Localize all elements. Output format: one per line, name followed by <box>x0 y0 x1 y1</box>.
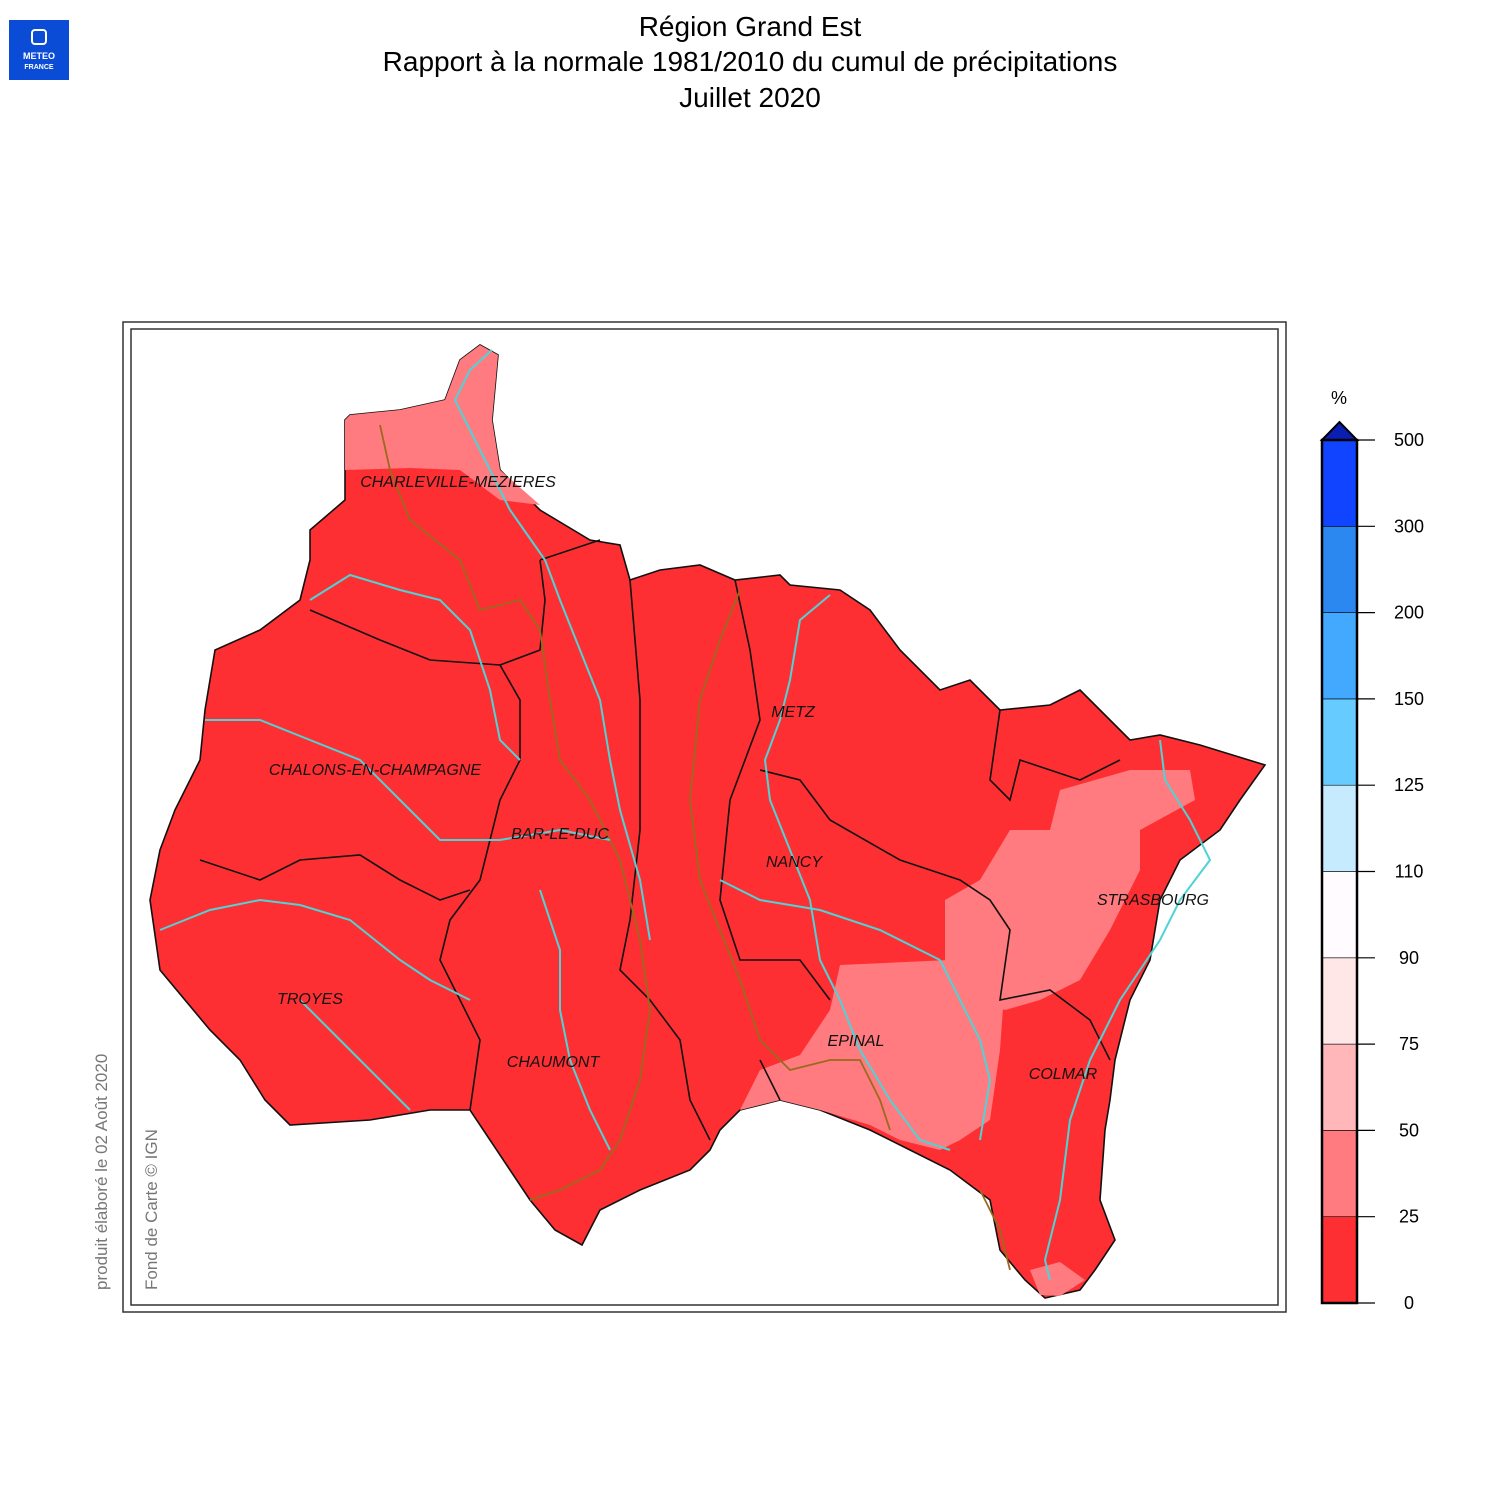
legend-bin <box>1321 1130 1358 1218</box>
city-label: CHAUMONT <box>507 1054 601 1071</box>
logo-text: METEO <box>23 51 55 61</box>
frame <box>130 328 1279 1306</box>
legend-bin <box>1321 871 1358 959</box>
legend-bin <box>1321 612 1358 700</box>
legend-tick-label: 200 <box>1394 603 1424 623</box>
title: Région Grand Est <box>639 11 862 42</box>
legend-bin <box>1321 784 1358 872</box>
city-label: NANCY <box>766 854 823 871</box>
legend-unit: % <box>1331 388 1347 408</box>
zone-25-50 <box>1030 1262 1085 1296</box>
logo-text: FRANCE <box>24 64 53 71</box>
river <box>159 349 1212 1281</box>
zone-25-50 <box>740 960 1005 1150</box>
legend-tick-label: 75 <box>1399 1034 1419 1054</box>
legend-tick-label: 50 <box>1399 1120 1419 1140</box>
map: CHARLEVILLE-MEZIERES CHALONS-EN-CHAMPAGN… <box>149 344 1267 1299</box>
logo-icon <box>31 29 47 45</box>
city-label: COLMAR <box>1029 1066 1098 1083</box>
city-label: STRASBOURG <box>1097 892 1209 909</box>
department-border <box>199 539 1121 1141</box>
legend-tick-label: 90 <box>1399 948 1419 968</box>
city-label: METZ <box>771 704 816 721</box>
legend-tick-label: 0 <box>1404 1293 1414 1313</box>
city-label: TROYES <box>277 991 343 1008</box>
legend-tick-label: 300 <box>1394 516 1424 536</box>
regional-boundary <box>379 424 1011 1271</box>
period: Juillet 2020 <box>679 82 821 113</box>
frame <box>122 321 1287 1313</box>
city-label: CHALONS-EN-CHAMPAGNE <box>269 762 482 779</box>
legend-bin <box>1321 698 1358 786</box>
legend-tick-label: 125 <box>1394 775 1424 795</box>
legend-tick-label: 110 <box>1395 862 1424 882</box>
subtitle: Rapport à la normale 1981/2010 du cumul … <box>383 46 1118 77</box>
legend-bin <box>1321 439 1358 527</box>
legend-tick-label: 150 <box>1394 689 1424 709</box>
legend-bin <box>1321 1043 1358 1131</box>
zone-25-50 <box>345 345 540 505</box>
legend-bin <box>1321 1216 1358 1304</box>
city-label: EPINAL <box>828 1033 885 1050</box>
legend-bin <box>1321 957 1358 1045</box>
legend-tick-label: 500 <box>1394 430 1424 450</box>
city-label: CHARLEVILLE-MEZIERES <box>360 474 556 491</box>
credit-produced: produit élaboré le 02 Août 2020 <box>92 1054 111 1290</box>
credit-basemap: Fond de Carte © IGN <box>142 1129 161 1290</box>
logo: METEO FRANCE <box>9 20 69 80</box>
legend: % 0 25 50 75 90 110 125 150 200 300 500 <box>1319 388 1424 1313</box>
legend-tick-label: 25 <box>1399 1207 1419 1227</box>
city-label: BAR-LE-DUC <box>511 826 609 843</box>
legend-bin <box>1321 525 1358 613</box>
